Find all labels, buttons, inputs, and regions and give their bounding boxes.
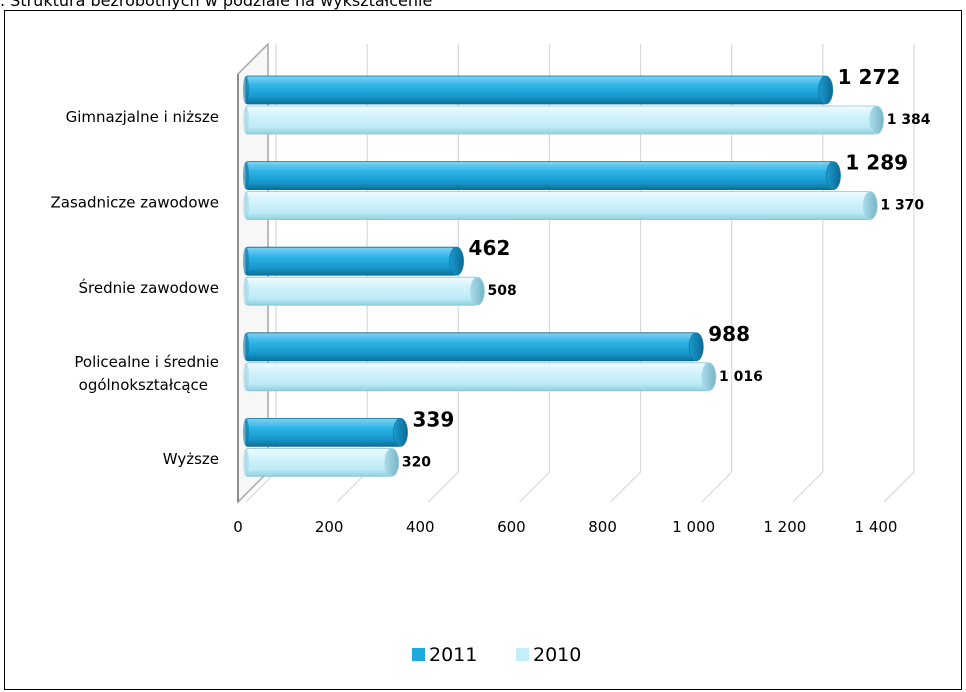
bar-start-cap-2010 <box>243 277 249 306</box>
data-label-2011: 988 <box>708 322 750 346</box>
bar-start-cap-2011 <box>243 161 249 190</box>
data-label-2010: 1 370 <box>880 198 924 214</box>
bar-2011 <box>245 75 827 105</box>
floor-gridline <box>245 471 277 503</box>
category-label: Zasadnicze zawodowe <box>51 193 220 211</box>
bar-cap-2011 <box>826 161 841 191</box>
x-tick-label: 600 <box>497 518 526 536</box>
bar-cap-2010 <box>701 362 717 392</box>
bar-2010 <box>245 447 393 477</box>
data-label-2011: 462 <box>469 236 511 260</box>
bar-2010 <box>245 362 710 392</box>
bar-start-cap-2011 <box>243 76 249 104</box>
x-tick-label: 0 <box>233 518 243 536</box>
bar-cap-2010 <box>869 105 885 135</box>
floor-gridline <box>427 471 459 503</box>
legend-label-2010: 2010 <box>533 644 581 666</box>
chart-frame <box>4 10 962 690</box>
bar-start-cap-2011 <box>243 418 249 447</box>
category-label: Wyższe <box>163 450 219 468</box>
floor-gridline <box>519 471 550 503</box>
floor-gridline <box>883 471 915 503</box>
bar-2011 <box>245 417 401 447</box>
data-label-2010: 320 <box>402 454 431 470</box>
label-layer: Gimnazjalne i niższe 1 272 1 384 Zasadnicze… <box>51 65 931 470</box>
category-label-line: Średnie zawodowe <box>79 278 220 297</box>
bar-2010 <box>245 191 871 221</box>
category-label: Gimnazjalne i niższe <box>66 108 219 126</box>
bar-layer <box>243 75 885 477</box>
floor-gridline <box>336 471 368 503</box>
category-label-line: ogólnokształcące <box>79 376 208 394</box>
bar-start-cap-2010 <box>243 191 249 220</box>
x-tick-label: 1 400 <box>855 518 898 536</box>
bar-cap-2011 <box>393 417 408 447</box>
bar-cap-2010 <box>470 276 485 306</box>
data-label-2011: 1 289 <box>845 151 908 175</box>
legend-swatch-2010 <box>516 648 529 661</box>
bar-2010 <box>245 276 478 306</box>
x-tick-label: 1 000 <box>672 518 715 536</box>
x-tick-label: 400 <box>406 518 435 536</box>
category-label-line: Zasadnicze zawodowe <box>51 193 220 211</box>
bar-2011 <box>245 332 697 362</box>
x-tick-label: 200 <box>315 518 344 536</box>
bar-cap-2010 <box>384 447 400 477</box>
data-label-2011: 339 <box>412 407 454 431</box>
floor-gridline <box>792 471 824 503</box>
bar-start-cap-2011 <box>243 247 249 276</box>
floor-gridline <box>610 471 641 503</box>
category-label-line: Gimnazjalne i niższe <box>66 108 219 126</box>
category-label-line: Policealne i średnie <box>74 353 219 371</box>
category-label: Policealne i średnie ogólnokształcące <box>74 353 219 394</box>
bar-cap-2011 <box>449 246 464 276</box>
x-tick-label: 1 200 <box>763 518 806 536</box>
data-label-2011: 1 272 <box>838 65 901 89</box>
bar-2011 <box>245 246 457 276</box>
legend-label-2011: 2011 <box>429 644 477 666</box>
chart-caption: . Struktura bezrobotnych w podziale na w… <box>0 0 433 10</box>
bar-start-cap-2010 <box>243 448 249 477</box>
data-label-2010: 1 384 <box>887 112 931 128</box>
data-label-2010: 1 016 <box>719 369 763 385</box>
bar-cap-2010 <box>862 191 878 221</box>
category-label-line: Wyższe <box>163 450 219 468</box>
category-label: Średnie zawodowe <box>79 278 220 297</box>
bar-start-cap-2010 <box>243 362 249 391</box>
x-tick-label: 800 <box>588 518 617 536</box>
bar-cap-2011 <box>818 75 834 105</box>
legend: 2011 2010 <box>412 644 581 666</box>
bar-2010 <box>245 105 878 135</box>
bar-2011 <box>245 161 834 191</box>
floor-gridline <box>701 471 733 503</box>
bar-start-cap-2011 <box>243 332 249 361</box>
bar-cap-2011 <box>688 332 704 362</box>
data-label-2010: 508 <box>488 283 517 299</box>
bar-start-cap-2010 <box>243 106 249 134</box>
legend-swatch-2011 <box>412 648 425 661</box>
